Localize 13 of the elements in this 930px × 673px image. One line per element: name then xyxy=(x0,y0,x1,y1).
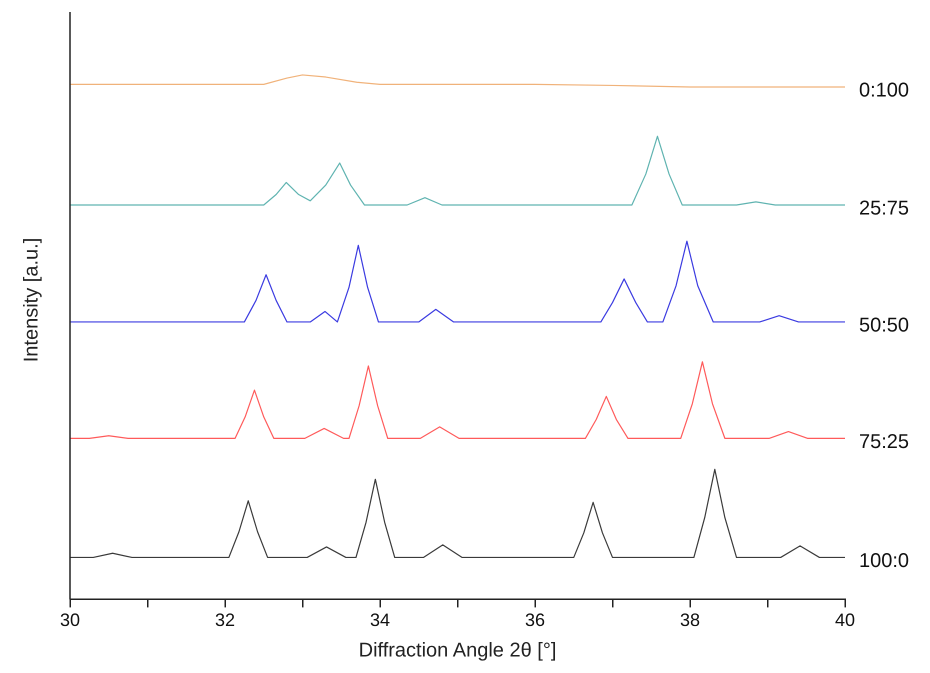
x-tick-label: 32 xyxy=(214,610,236,630)
x-axis-title: Diffraction Angle 2θ [°] xyxy=(358,640,556,662)
y-axis-title: Intensity [a.u.] xyxy=(20,238,44,362)
series-label: 0:100 xyxy=(859,80,910,102)
series-label: 75:25 xyxy=(859,430,910,453)
series-label: 100:0 xyxy=(859,550,910,572)
x-tick-label: 34 xyxy=(370,610,390,630)
x-tick-label: 36 xyxy=(524,610,546,630)
series-label: 25:75 xyxy=(859,198,910,220)
x-tick-label: 40 xyxy=(834,610,856,630)
x-tick-label: 38 xyxy=(680,610,700,630)
x-tick-label: 30 xyxy=(60,610,80,630)
series-label: 50:50 xyxy=(859,314,910,336)
